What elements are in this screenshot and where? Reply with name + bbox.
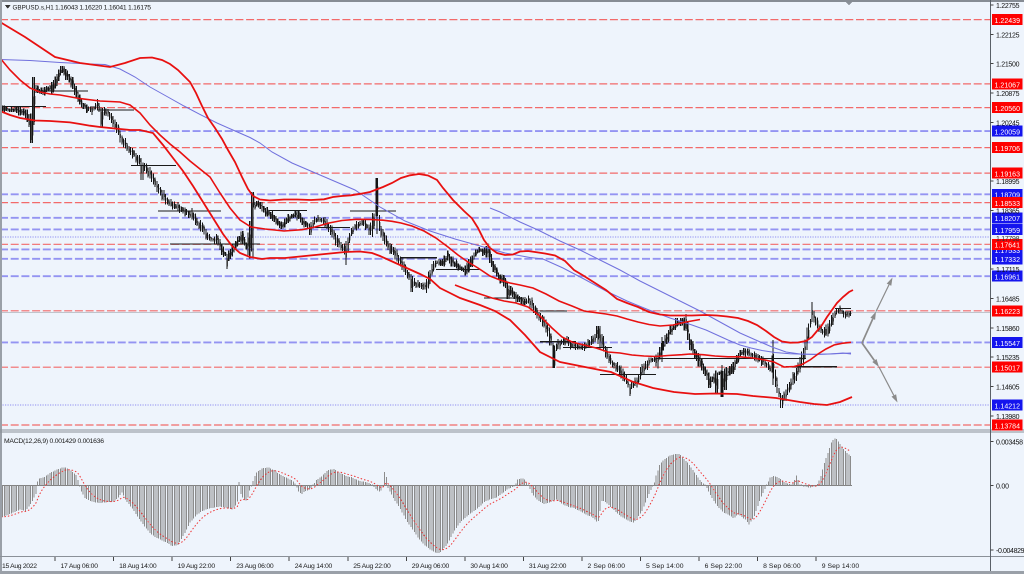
- svg-text:0.00: 0.00: [996, 484, 1009, 491]
- svg-text:9 Sep 14:00: 9 Sep 14:00: [822, 563, 860, 570]
- svg-text:1.18709: 1.18709: [995, 193, 1021, 200]
- svg-text:1.21500: 1.21500: [996, 62, 1020, 69]
- svg-text:1.14212: 1.14212: [995, 403, 1021, 410]
- svg-text:1.19706: 1.19706: [995, 146, 1021, 153]
- svg-text:5 Sep 14:00: 5 Sep 14:00: [646, 563, 684, 570]
- svg-text:30 Aug 14:00: 30 Aug 14:00: [470, 563, 508, 570]
- svg-text:8 Sep 06:00: 8 Sep 06:00: [763, 563, 801, 570]
- svg-text:6 Sep 22:00: 6 Sep 22:00: [705, 563, 743, 570]
- svg-text:1.22125: 1.22125: [996, 32, 1020, 39]
- svg-text:2 Sep 06:00: 2 Sep 06:00: [588, 563, 626, 570]
- svg-text:1.18995: 1.18995: [996, 179, 1020, 186]
- svg-text:1.15017: 1.15017: [995, 366, 1021, 373]
- svg-text:1.17959: 1.17959: [995, 228, 1021, 235]
- svg-text:23 Aug 06:00: 23 Aug 06:00: [236, 563, 274, 570]
- svg-text:29 Aug 06:00: 29 Aug 06:00: [412, 563, 450, 570]
- svg-text:1.20560: 1.20560: [995, 106, 1021, 113]
- svg-text:1.21067: 1.21067: [995, 82, 1021, 89]
- svg-text:31 Aug 22:00: 31 Aug 22:00: [529, 563, 567, 570]
- svg-text:1.14605: 1.14605: [996, 385, 1020, 392]
- svg-text:1.17641: 1.17641: [995, 243, 1021, 250]
- svg-text:1.13784: 1.13784: [995, 423, 1021, 430]
- svg-text:17 Aug 06:00: 17 Aug 06:00: [61, 563, 99, 570]
- svg-text:1.16043 1.16220 1.16041 1.1617: 1.16043 1.16220 1.16041 1.16175: [55, 5, 151, 12]
- svg-text:24 Aug 14:00: 24 Aug 14:00: [295, 563, 333, 570]
- svg-text:1.15547: 1.15547: [995, 341, 1021, 348]
- svg-text:1.18365: 1.18365: [996, 208, 1020, 215]
- svg-text:19 Aug 22:00: 19 Aug 22:00: [178, 563, 216, 570]
- svg-text:1.17798: 1.17798: [996, 236, 1020, 243]
- svg-text:0.003458: 0.003458: [996, 440, 1023, 447]
- svg-text:18 Aug 14:00: 18 Aug 14:00: [119, 563, 157, 570]
- svg-text:-0.004829: -0.004829: [996, 548, 1024, 555]
- svg-text:1.13980: 1.13980: [996, 414, 1020, 421]
- svg-text:GBPUSD.s,H1: GBPUSD.s,H1: [13, 5, 55, 12]
- svg-text:1.15235: 1.15235: [996, 355, 1020, 362]
- svg-text:1.18207: 1.18207: [995, 216, 1021, 223]
- svg-text:1.17332: 1.17332: [995, 257, 1021, 264]
- svg-text:1.19163: 1.19163: [995, 172, 1021, 179]
- svg-text:1.16961: 1.16961: [995, 275, 1021, 282]
- svg-text:1.20059: 1.20059: [995, 130, 1021, 137]
- svg-text:1.16485: 1.16485: [996, 297, 1020, 304]
- svg-text:1.17115: 1.17115: [996, 267, 1020, 274]
- svg-text:1.16223: 1.16223: [995, 309, 1021, 316]
- svg-text:25 Aug 22:00: 25 Aug 22:00: [353, 563, 391, 570]
- svg-text:1.22439: 1.22439: [995, 18, 1021, 25]
- svg-text:1.18533: 1.18533: [995, 201, 1021, 208]
- svg-text:1.20245: 1.20245: [996, 120, 1020, 127]
- svg-text:1.20875: 1.20875: [996, 91, 1020, 98]
- svg-text:15 Aug 2022: 15 Aug 2022: [2, 563, 37, 570]
- svg-text:1.15860: 1.15860: [996, 326, 1020, 333]
- svg-text:1.22755: 1.22755: [996, 3, 1020, 10]
- svg-text:MACD(12,26,9) 0.001429 0.00163: MACD(12,26,9) 0.001429 0.001636: [4, 438, 104, 445]
- svg-text:1.17533: 1.17533: [995, 248, 1021, 255]
